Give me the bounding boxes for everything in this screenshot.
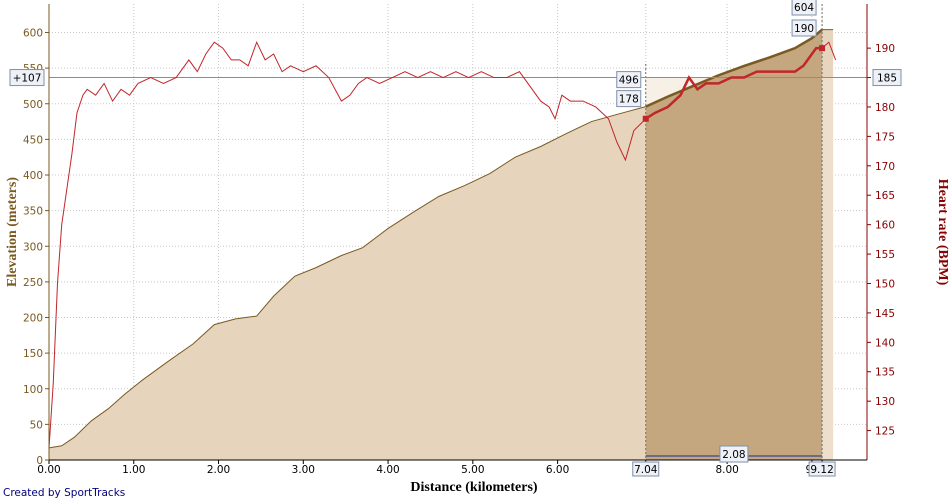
heart-rate-series xyxy=(48,40,837,449)
right-axis-title: Heart rate (BPM) xyxy=(935,179,950,286)
x-tick-label: 4.00 xyxy=(376,464,399,476)
right-tick-label: 175 xyxy=(875,131,895,143)
left-tick-label: 100 xyxy=(23,384,43,396)
selection-start-hr-label: 178 xyxy=(619,94,639,106)
x-selection-tick-box xyxy=(632,461,660,477)
left-tick-label: 500 xyxy=(23,99,43,111)
selection-end-elevation-label: 604 xyxy=(794,2,814,14)
selection-width-label-box xyxy=(719,445,749,463)
left-tick-label: 0 xyxy=(36,455,43,467)
selection-start-elevation-label-box xyxy=(616,71,642,89)
right-tick-label: 140 xyxy=(875,337,895,349)
x-tick-label: 6.00 xyxy=(546,464,569,476)
hr-reference-label-box xyxy=(872,69,902,87)
selection-labels: +107 185 496 178 604 190 2.08 xyxy=(9,0,902,463)
selection-start-elevation-label: 496 xyxy=(619,75,639,87)
left-tick-label: 600 xyxy=(23,28,43,40)
selection-end-hr-label: 190 xyxy=(794,23,814,35)
x-tick-label: 9.12 xyxy=(810,464,833,476)
selection-start-marker xyxy=(642,115,649,122)
right-tick-label: 125 xyxy=(875,426,895,438)
x-axis-title: Distance (kilometers) xyxy=(410,480,537,495)
right-tick-label: 190 xyxy=(875,43,895,55)
x-tick-label: 2.00 xyxy=(207,464,230,476)
right-tick-label: 150 xyxy=(875,278,895,290)
right-tick-label: 145 xyxy=(875,308,895,320)
x-tick-label: 0.00 xyxy=(37,464,60,476)
elevation-gain-label: +107 xyxy=(13,73,42,85)
hr-reference-label: 185 xyxy=(877,73,897,85)
right-tick-label: 155 xyxy=(875,249,895,261)
left-tick-label: 150 xyxy=(23,348,43,360)
left-axis-title: Elevation (meters) xyxy=(5,177,20,287)
x-tick-label: 1.00 xyxy=(122,464,145,476)
selection-end-elevation-label-box xyxy=(791,0,817,16)
credit-link[interactable]: Created by SportTracks xyxy=(3,487,125,499)
x-tick-label: 8.00 xyxy=(715,464,738,476)
left-tick-label: 300 xyxy=(23,241,43,253)
x-tick-label: 3.00 xyxy=(292,464,315,476)
left-tick-label: 200 xyxy=(23,313,43,325)
x-tick-label: 7.04 xyxy=(634,464,658,476)
selected-elevation-line xyxy=(645,28,823,108)
x-tick-label: 5.00 xyxy=(461,464,484,476)
elevation-area xyxy=(49,29,834,461)
selection-width-label: 2.08 xyxy=(722,449,745,461)
x-selection-tick-box xyxy=(808,461,836,477)
left-tick-label: 350 xyxy=(23,206,43,218)
right-tick-label: 130 xyxy=(875,396,895,408)
selection-start-hr-label-box xyxy=(616,90,642,108)
left-tick-label: 250 xyxy=(23,277,43,289)
right-tick-label: 165 xyxy=(875,190,895,202)
right-tick-label: 135 xyxy=(875,367,895,379)
selected-elevation-area xyxy=(645,29,823,461)
left-tick-label: 50 xyxy=(30,419,43,431)
left-tick-label: 400 xyxy=(23,170,43,182)
selection-end-marker xyxy=(819,45,826,52)
elevation-gain-label-box xyxy=(9,69,45,87)
selection-region[interactable] xyxy=(49,4,867,461)
right-tick-label: 170 xyxy=(875,161,895,173)
selected-heart-rate-line xyxy=(645,46,823,120)
selection-end-hr-label-box xyxy=(791,19,817,37)
right-tick-label: 180 xyxy=(875,102,895,114)
left-tick-label: 450 xyxy=(23,134,43,146)
right-tick-label: 160 xyxy=(875,220,895,232)
